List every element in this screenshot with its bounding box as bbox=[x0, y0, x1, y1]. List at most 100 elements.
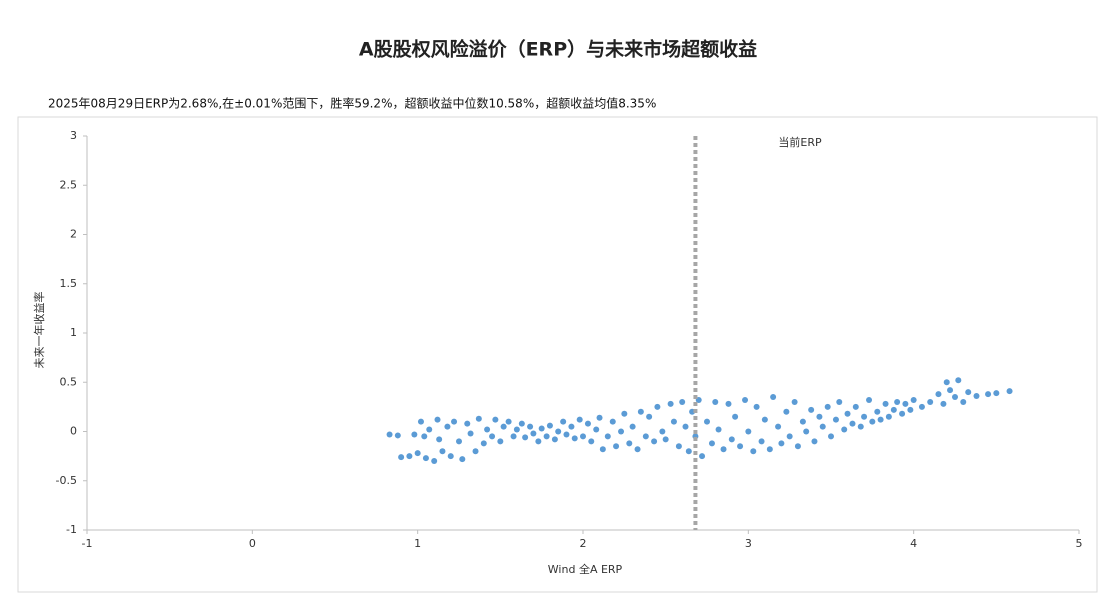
annotation: 当前ERP bbox=[778, 135, 822, 149]
point bbox=[580, 433, 586, 440]
y-tick-label: 2 bbox=[70, 228, 77, 241]
point bbox=[651, 438, 658, 445]
point bbox=[475, 415, 482, 422]
point bbox=[869, 418, 876, 425]
point bbox=[480, 440, 487, 447]
point bbox=[791, 398, 798, 405]
point bbox=[543, 433, 550, 440]
point bbox=[436, 436, 443, 443]
point bbox=[530, 430, 537, 437]
point bbox=[682, 423, 689, 430]
point bbox=[811, 438, 818, 445]
point bbox=[824, 403, 831, 410]
point bbox=[588, 438, 595, 445]
point bbox=[426, 426, 433, 433]
point bbox=[451, 418, 458, 425]
point bbox=[890, 406, 897, 413]
point bbox=[973, 393, 980, 400]
point bbox=[927, 398, 934, 405]
point bbox=[852, 403, 859, 410]
point bbox=[832, 416, 839, 423]
point bbox=[947, 387, 954, 394]
point bbox=[609, 418, 616, 425]
point bbox=[626, 440, 633, 447]
point bbox=[535, 438, 542, 445]
point bbox=[907, 406, 914, 413]
point bbox=[918, 403, 925, 410]
x-tick-label: 4 bbox=[910, 537, 917, 550]
point bbox=[417, 418, 424, 425]
y-tick-label: -0.5 bbox=[56, 474, 77, 487]
point bbox=[551, 436, 558, 443]
point bbox=[708, 440, 715, 447]
chart-title: A股股权风险溢价（ERP）与未来市场超额收益 bbox=[359, 38, 757, 61]
point bbox=[571, 435, 578, 442]
point bbox=[943, 379, 950, 386]
point bbox=[646, 413, 653, 420]
point bbox=[799, 418, 806, 425]
x-axis-label: Wind 全A ERP bbox=[548, 562, 623, 576]
point bbox=[414, 450, 421, 457]
point bbox=[406, 453, 413, 460]
point bbox=[1006, 388, 1013, 395]
point bbox=[861, 413, 868, 420]
point bbox=[394, 432, 401, 439]
point bbox=[576, 416, 583, 423]
x-tick-label: 0 bbox=[249, 537, 256, 550]
point bbox=[940, 400, 947, 407]
point bbox=[965, 389, 972, 396]
point bbox=[467, 430, 474, 437]
point bbox=[955, 377, 962, 384]
point bbox=[675, 443, 682, 450]
point bbox=[836, 398, 843, 405]
point bbox=[753, 403, 760, 410]
point bbox=[786, 433, 793, 440]
x-tick-label: 3 bbox=[745, 537, 752, 550]
point bbox=[844, 410, 851, 417]
point bbox=[960, 398, 967, 405]
point bbox=[568, 423, 575, 430]
point bbox=[489, 433, 496, 440]
y-tick-label: 2.5 bbox=[60, 178, 78, 191]
point bbox=[874, 408, 881, 415]
point bbox=[679, 398, 686, 405]
point bbox=[527, 423, 534, 430]
point bbox=[522, 434, 529, 441]
point bbox=[497, 438, 504, 445]
point bbox=[885, 413, 892, 420]
point bbox=[492, 416, 499, 423]
point bbox=[770, 394, 777, 401]
point bbox=[857, 423, 864, 430]
point bbox=[604, 433, 611, 440]
point bbox=[546, 422, 553, 429]
x-tick-label: -1 bbox=[82, 537, 93, 550]
point bbox=[685, 448, 692, 455]
point bbox=[621, 410, 628, 417]
point bbox=[902, 400, 909, 407]
x-tick-label: 5 bbox=[1076, 537, 1083, 550]
point bbox=[563, 431, 570, 438]
point bbox=[472, 448, 479, 455]
point bbox=[910, 396, 917, 403]
point bbox=[899, 410, 906, 417]
point bbox=[599, 446, 606, 453]
point bbox=[513, 426, 520, 433]
point bbox=[841, 426, 848, 433]
point bbox=[584, 420, 591, 427]
y-tick-label: 0 bbox=[70, 425, 77, 438]
point bbox=[758, 438, 765, 445]
point bbox=[618, 428, 625, 435]
point bbox=[828, 433, 834, 440]
point bbox=[803, 428, 810, 435]
point bbox=[699, 453, 706, 460]
point bbox=[849, 420, 856, 427]
point bbox=[704, 418, 710, 425]
y-tick-label: -1 bbox=[66, 523, 77, 536]
point bbox=[398, 454, 405, 461]
point bbox=[745, 428, 752, 435]
point bbox=[778, 440, 785, 447]
y-axis-label: 未来一年收益率 bbox=[32, 292, 46, 369]
point bbox=[464, 420, 471, 427]
x-tick-label: 1 bbox=[414, 537, 421, 550]
point bbox=[456, 438, 462, 445]
